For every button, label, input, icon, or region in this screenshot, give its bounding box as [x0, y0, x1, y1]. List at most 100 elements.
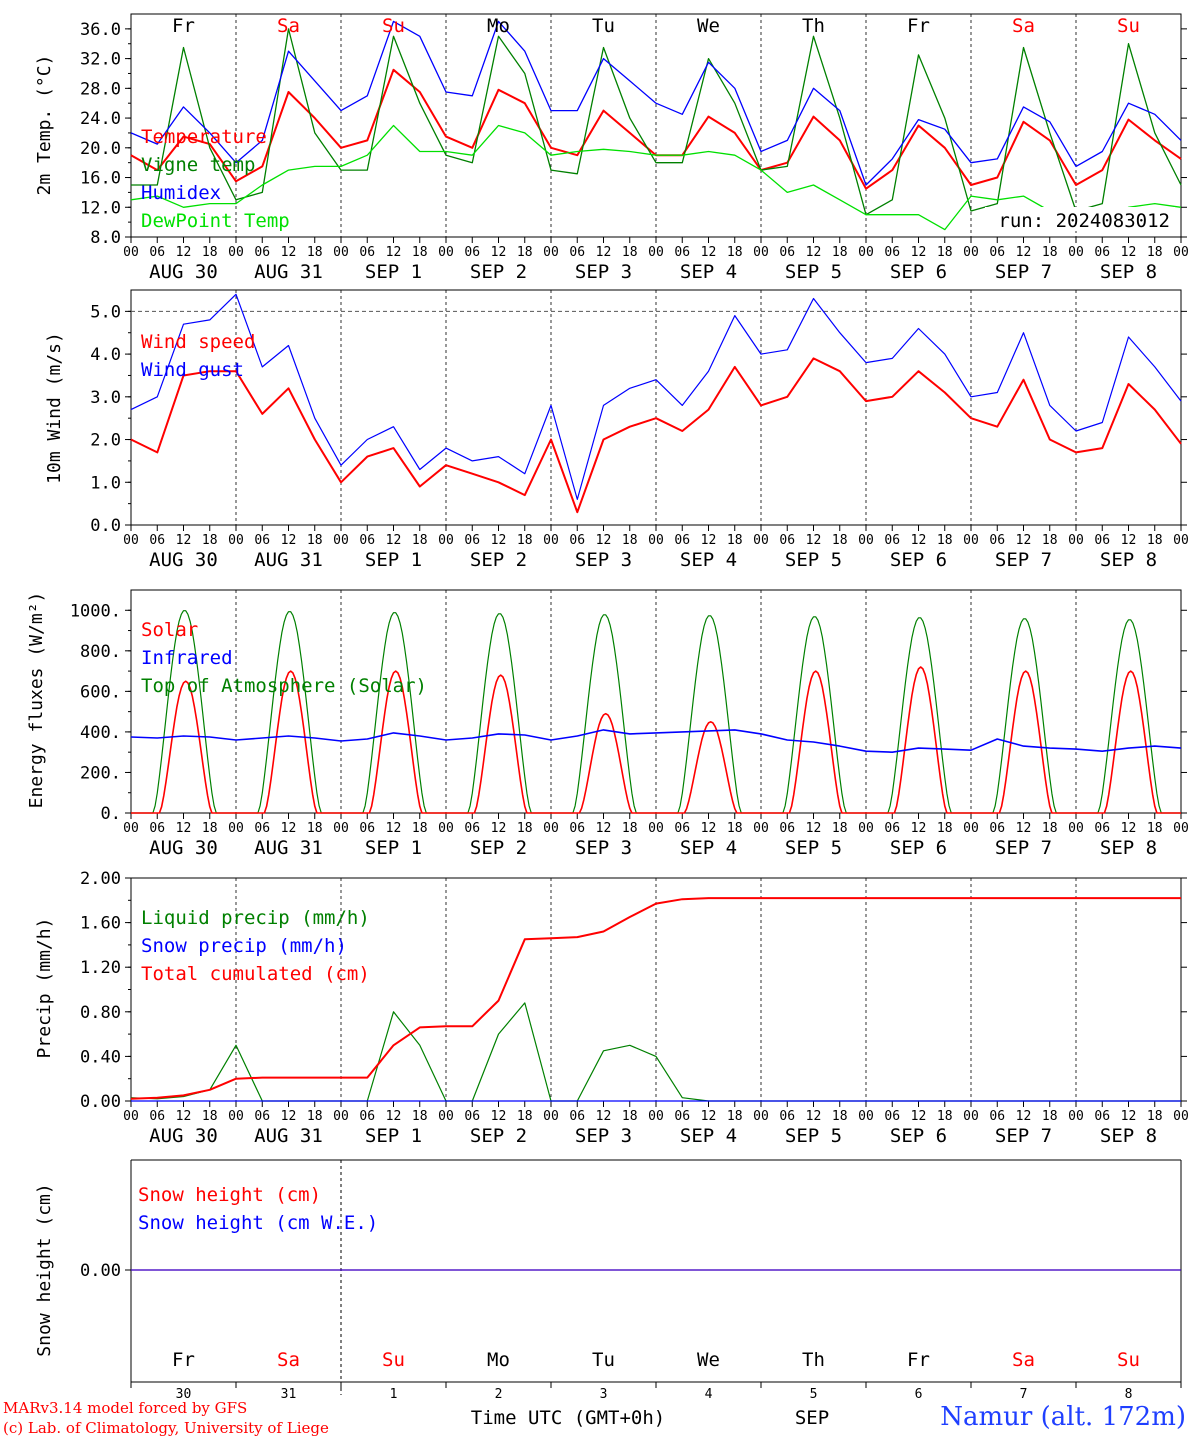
hour-tick-label: 00 — [228, 245, 244, 260]
hour-tick-label: 18 — [937, 245, 953, 260]
month-label: SEP — [795, 1407, 829, 1429]
hour-tick-label: 06 — [1094, 533, 1110, 548]
hour-tick-label: 18 — [727, 1109, 743, 1124]
weekday-label: Fr — [907, 15, 930, 37]
hour-tick-label: 18 — [832, 245, 848, 260]
date-tick-label: SEP 7 — [995, 837, 1052, 859]
hour-tick-label: 12 — [806, 245, 822, 260]
hour-tick-label: 00 — [648, 1109, 664, 1124]
hour-tick-label: 18 — [307, 821, 323, 836]
date-tick-label: SEP 7 — [995, 261, 1052, 283]
date-tick-label: SEP 6 — [890, 261, 947, 283]
hour-tick-label: 00 — [228, 821, 244, 836]
hour-tick-label: 06 — [254, 533, 270, 548]
hour-tick-label: 12 — [596, 245, 612, 260]
hour-tick-label: 00 — [858, 821, 874, 836]
hour-tick-label: 12 — [911, 245, 927, 260]
energy-tick-label: 400. — [80, 723, 121, 743]
hour-tick-label: 18 — [727, 821, 743, 836]
legend-total-cumulated-cm: Total cumulated (cm) — [141, 963, 370, 985]
energy-tick-label: 0. — [101, 804, 121, 824]
run-label-backdrop — [985, 207, 1175, 231]
y-axis-label: Snow height (cm) — [34, 1183, 55, 1356]
date-tick-label: AUG 30 — [149, 549, 218, 571]
hour-tick-label: 06 — [674, 821, 690, 836]
hour-tick-label: 12 — [1121, 1109, 1137, 1124]
hour-tick-label: 12 — [281, 533, 297, 548]
weekday-label: Sa — [1012, 1349, 1035, 1371]
hour-tick-label: 18 — [1147, 533, 1163, 548]
hour-tick-label: 06 — [254, 245, 270, 260]
date-tick-label: SEP 3 — [575, 837, 632, 859]
hour-tick-label: 06 — [149, 821, 165, 836]
hour-tick-label: 12 — [596, 533, 612, 548]
hour-tick-label: 12 — [491, 533, 507, 548]
y-axis-label: Energy fluxes (W/m²) — [26, 592, 47, 809]
weekday-label: Fr — [172, 15, 195, 37]
precip-tick-label: 0.40 — [80, 1047, 121, 1067]
precip-tick-label: 0.80 — [80, 1003, 121, 1023]
hour-tick-label: 12 — [1121, 533, 1137, 548]
hour-tick-label: 06 — [989, 245, 1005, 260]
date-tick-label: AUG 30 — [149, 1125, 218, 1147]
hour-tick-label: 00 — [963, 245, 979, 260]
date-tick-label: SEP 5 — [785, 1125, 842, 1147]
legend-liquid-precip-mm-h: Liquid precip (mm/h) — [141, 907, 370, 929]
hour-tick-label: 18 — [727, 533, 743, 548]
day-number-label: 2 — [495, 1387, 503, 1402]
date-tick-label: SEP 8 — [1100, 261, 1157, 283]
hour-tick-label: 06 — [779, 533, 795, 548]
hour-tick-label: 00 — [1173, 821, 1189, 836]
legend-dewpoint-temp: DewPoint Temp — [141, 210, 290, 232]
temp-tick-label: 20.0 — [80, 139, 121, 159]
day-number-label: 5 — [810, 1387, 818, 1402]
hour-tick-label: 00 — [1068, 821, 1084, 836]
hour-tick-label: 06 — [884, 533, 900, 548]
date-tick-label: AUG 30 — [149, 837, 218, 859]
energy-tick-label: 800. — [80, 642, 121, 662]
hour-tick-label: 00 — [753, 245, 769, 260]
hour-tick-label: 12 — [1016, 821, 1032, 836]
hour-tick-label: 18 — [307, 1109, 323, 1124]
date-tick-label: SEP 8 — [1100, 1125, 1157, 1147]
hour-tick-label: 12 — [281, 1109, 297, 1124]
hour-tick-label: 06 — [359, 533, 375, 548]
hour-tick-label: 18 — [307, 533, 323, 548]
day-number-label: 31 — [281, 1387, 297, 1402]
hour-tick-label: 06 — [149, 245, 165, 260]
day-number-label: 1 — [390, 1387, 398, 1402]
weekday-label: Su — [382, 15, 405, 37]
hour-tick-label: 18 — [1042, 533, 1058, 548]
hour-tick-label: 06 — [254, 1109, 270, 1124]
date-tick-label: AUG 30 — [149, 261, 218, 283]
hour-tick-label: 18 — [202, 1109, 218, 1124]
date-tick-label: SEP 2 — [470, 549, 527, 571]
temp-tick-label: 12.0 — [80, 198, 121, 218]
legend-snow-height-cm-w-e: Snow height (cm W.E.) — [138, 1212, 378, 1234]
hour-tick-label: 18 — [832, 533, 848, 548]
precip-tick-label: 1.60 — [80, 914, 121, 934]
hour-tick-label: 06 — [149, 533, 165, 548]
date-tick-label: AUG 31 — [254, 549, 323, 571]
temp-tick-label: 32.0 — [80, 50, 121, 70]
hour-tick-label: 12 — [911, 821, 927, 836]
hour-tick-label: 00 — [753, 821, 769, 836]
hour-tick-label: 00 — [858, 245, 874, 260]
hour-tick-label: 00 — [1068, 533, 1084, 548]
date-tick-label: SEP 4 — [680, 837, 737, 859]
legend-wind-gust: Wind gust — [141, 359, 244, 381]
hour-tick-label: 18 — [517, 245, 533, 260]
hour-tick-label: 18 — [412, 1109, 428, 1124]
day-number-label: 6 — [915, 1387, 923, 1402]
date-tick-label: AUG 31 — [254, 261, 323, 283]
hour-tick-label: 06 — [779, 245, 795, 260]
hour-tick-label: 12 — [176, 821, 192, 836]
hour-tick-label: 12 — [1016, 533, 1032, 548]
hour-tick-label: 06 — [1094, 245, 1110, 260]
hour-tick-label: 00 — [228, 1109, 244, 1124]
y-axis-label: 2m Temp. (°C) — [34, 55, 55, 196]
vigne-temp-line — [131, 28, 1182, 216]
date-tick-label: SEP 1 — [365, 1125, 422, 1147]
hour-tick-label: 18 — [1042, 821, 1058, 836]
hour-tick-label: 00 — [333, 821, 349, 836]
